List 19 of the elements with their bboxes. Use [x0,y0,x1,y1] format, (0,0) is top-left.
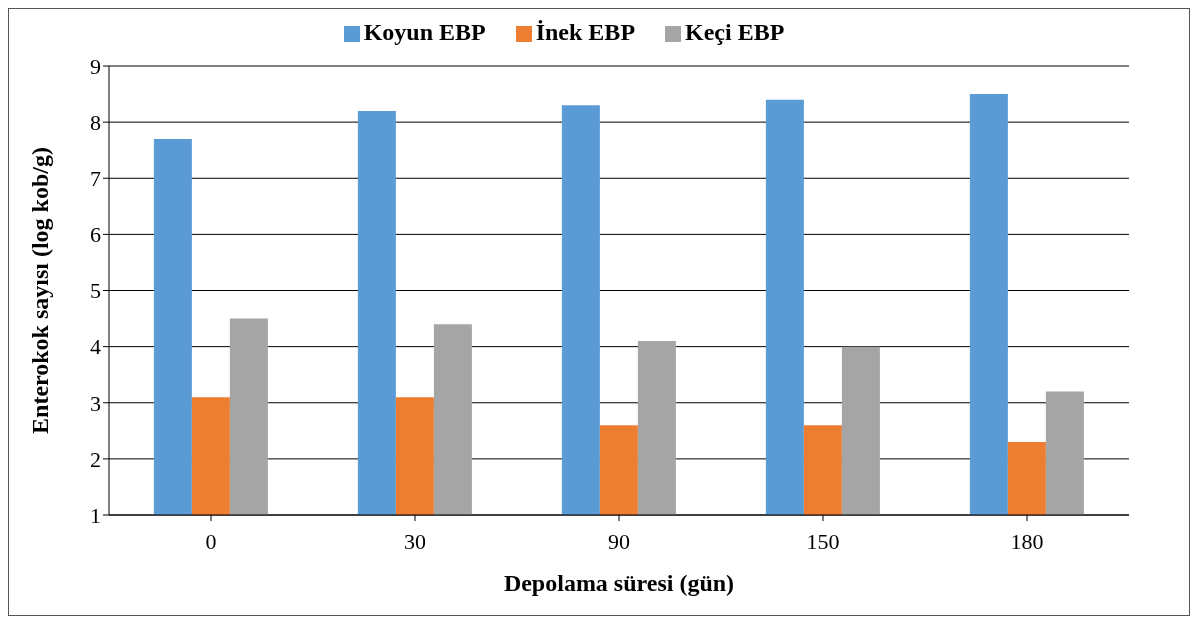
y-tick-label: 1 [90,502,101,528]
y-tick-label: 2 [90,446,101,472]
y-tick-label: 7 [90,166,101,192]
y-tick-label: 5 [90,278,101,304]
y-axis-title: Enterokok sayısı (log kob/g) [26,147,53,434]
x-axis-title: Depolama süresi (gün) [503,570,735,596]
y-tick-label: 3 [90,390,101,416]
legend-label: Keçi EBP [685,19,785,45]
x-tick-label: 30 [404,528,426,554]
legend-label: Koyun EBP [363,19,486,45]
x-tick-label: 150 [806,528,840,554]
x-tick-label: 180 [1010,528,1044,554]
legend-label: İnek EBP [535,19,636,45]
y-tick-label: 4 [90,334,101,360]
y-tick-label: 9 [90,53,101,79]
x-tick-label: 90 [608,528,630,554]
y-tick-label: 6 [90,222,101,248]
x-tick-label: 0 [205,528,217,554]
y-tick-label: 8 [90,109,101,135]
